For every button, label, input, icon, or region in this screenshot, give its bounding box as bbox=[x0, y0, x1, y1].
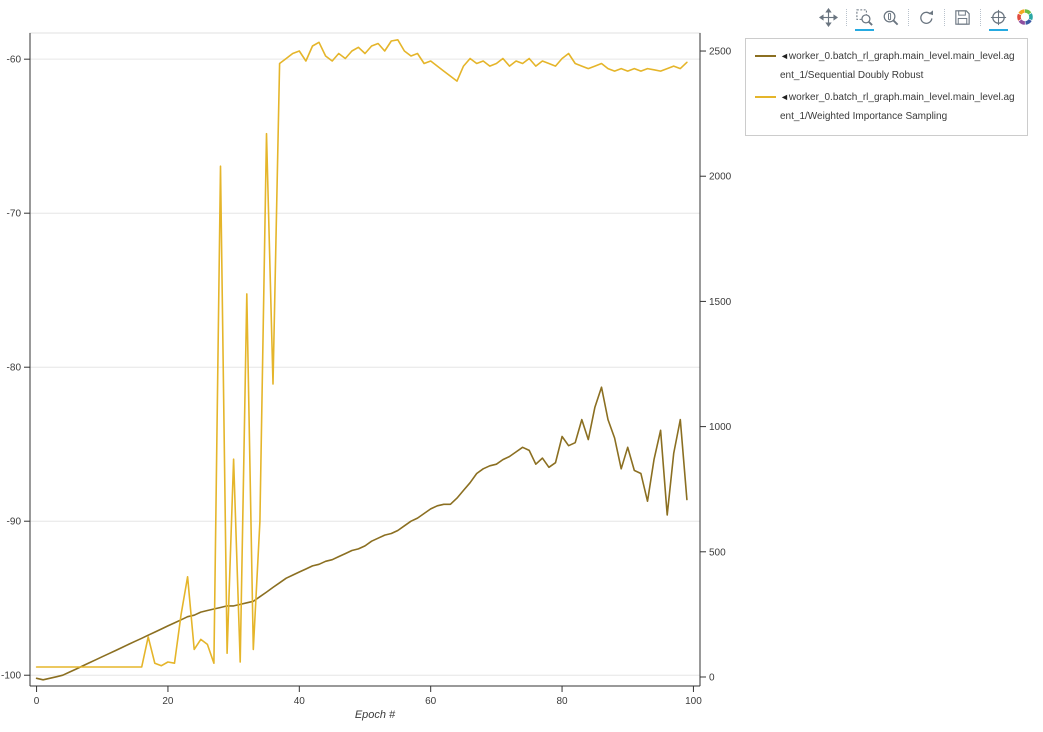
legend-label-text: worker_0.batch_rl_graph.main_level.main_… bbox=[780, 92, 1015, 122]
tick-label: 100 bbox=[685, 696, 702, 707]
reset-icon bbox=[920, 9, 933, 24]
pan-tool-button[interactable] bbox=[818, 7, 839, 28]
legend: ◄worker_0.batch_rl_graph.main_level.main… bbox=[745, 38, 1028, 136]
tick-label: -70 bbox=[7, 209, 22, 220]
tick-label: 60 bbox=[425, 696, 437, 707]
toolbar-separator bbox=[980, 8, 981, 26]
legend-item: ◄worker_0.batch_rl_graph.main_level.main… bbox=[755, 88, 1018, 126]
legend-label: ◄worker_0.batch_rl_graph.main_level.main… bbox=[780, 88, 1018, 126]
box-zoom-icon bbox=[856, 8, 873, 26]
tick-label: 1500 bbox=[709, 297, 732, 308]
series-line-0 bbox=[35, 386, 688, 681]
reset-tool-button[interactable] bbox=[916, 7, 937, 28]
wheel-zoom-icon bbox=[883, 10, 899, 25]
wheel-zoom-tool-button[interactable] bbox=[880, 7, 901, 28]
tick-label: -60 bbox=[7, 55, 22, 66]
bokeh-toolbar bbox=[818, 6, 1036, 31]
crosshair-tool-button[interactable] bbox=[988, 7, 1009, 31]
tick-label: 0 bbox=[709, 672, 715, 683]
bokeh-logo-icon bbox=[1017, 9, 1033, 25]
toolbar-separator bbox=[944, 8, 945, 26]
tick-label: 0 bbox=[34, 696, 40, 707]
tick-label: 2500 bbox=[709, 47, 732, 58]
tick-label: 40 bbox=[294, 696, 306, 707]
legend-marker-icon: ◄ bbox=[780, 92, 789, 102]
legend-marker-icon: ◄ bbox=[780, 51, 789, 61]
tick-label: -100 bbox=[1, 671, 21, 682]
tick-label: -80 bbox=[7, 363, 22, 374]
tick-label: 2000 bbox=[709, 172, 732, 183]
legend-swatch-line bbox=[755, 55, 776, 57]
legend-swatch-line bbox=[755, 96, 776, 98]
pan-icon bbox=[819, 7, 838, 27]
save-tool-button[interactable] bbox=[952, 7, 973, 28]
toolbar-separator bbox=[846, 8, 847, 26]
crosshair-icon bbox=[990, 9, 1007, 25]
save-icon bbox=[955, 9, 970, 25]
tick-label: 20 bbox=[162, 696, 174, 707]
toolbar-separator bbox=[908, 8, 909, 26]
bokeh-logo[interactable] bbox=[1014, 6, 1036, 28]
legend-item: ◄worker_0.batch_rl_graph.main_level.main… bbox=[755, 47, 1018, 85]
tick-label: -90 bbox=[7, 517, 22, 528]
legend-label: ◄worker_0.batch_rl_graph.main_level.main… bbox=[780, 47, 1018, 85]
tick-label: 80 bbox=[556, 696, 568, 707]
box-zoom-tool-button[interactable] bbox=[854, 7, 875, 31]
tick-label: 500 bbox=[709, 547, 726, 558]
series-line-1 bbox=[35, 38, 688, 668]
x-axis-label: Epoch # bbox=[355, 709, 396, 721]
tick-label: 1000 bbox=[709, 422, 732, 433]
legend-label-text: worker_0.batch_rl_graph.main_level.main_… bbox=[780, 51, 1015, 81]
